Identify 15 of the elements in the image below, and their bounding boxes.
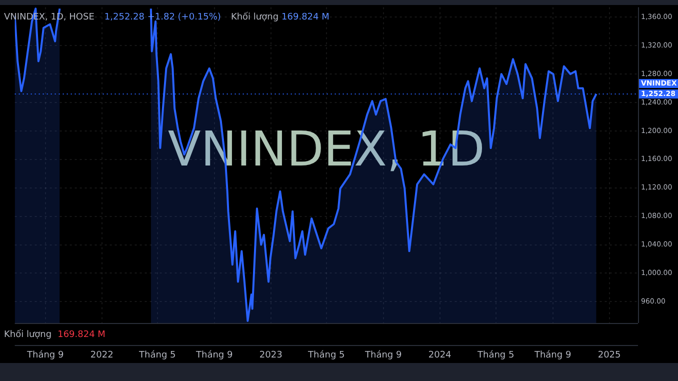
text: Khối lượng — [4, 328, 52, 340]
x-tick-label: 2024 — [428, 350, 452, 361]
x-tick-label: 2022 — [90, 350, 114, 361]
x-tick-label: Tháng 5 — [307, 350, 345, 361]
x-tick-label: Tháng 5 — [138, 350, 176, 361]
text: 169.824 M — [58, 330, 106, 340]
x-tick-label: Tháng 5 — [476, 350, 514, 361]
x-tick-label: Tháng 9 — [533, 350, 572, 361]
annotation: 169.824 M — [282, 12, 330, 23]
x-tick-label: 2023 — [259, 350, 282, 361]
x-tick-label: Tháng 9 — [26, 350, 64, 361]
x-tick-label: 2025 — [598, 350, 621, 361]
annotation: Khối lượng — [230, 12, 279, 23]
x-tick-label: Tháng 9 — [194, 350, 233, 361]
x-tick-label: Tháng 9 — [364, 350, 402, 361]
